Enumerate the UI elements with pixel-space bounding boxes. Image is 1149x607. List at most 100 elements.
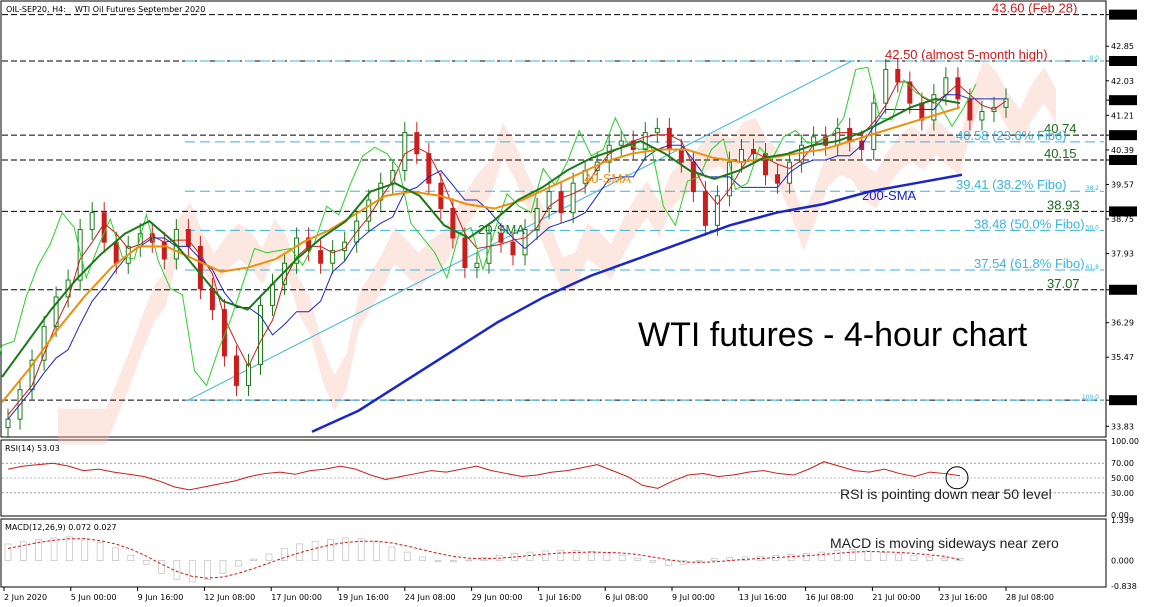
y-tick-label: 41.21 — [1111, 111, 1134, 120]
macd-hist-bar — [250, 558, 257, 561]
candle-body — [462, 237, 468, 268]
y-tick-label: 40.39 — [1111, 146, 1134, 155]
macd-hist-bar — [542, 550, 549, 561]
macd-hist-bar — [925, 556, 933, 561]
ma-label: 20-SMA — [478, 222, 525, 237]
macd-signal-line — [7, 538, 961, 579]
ichimoku-cloud — [58, 58, 1056, 445]
main-title: WTI futures - 4-hour chart — [638, 316, 1028, 354]
y-tick-label: 43.60 — [1111, 11, 1134, 20]
macd-hist-bar — [664, 560, 672, 566]
rsi-label: RSI(14) 53.03 — [5, 444, 60, 453]
candle-body — [642, 132, 648, 150]
y-tick-highlight — [1109, 206, 1137, 217]
sma200-line — [311, 173, 963, 433]
macd-note: MACD is moving sideways near zero — [830, 535, 1059, 551]
y-tick-label: 33.83 — [1111, 422, 1134, 431]
candle-body — [306, 237, 312, 252]
candle-body — [775, 174, 781, 184]
macd-label: MACD(12,26,9) 0.072 0.027 — [5, 523, 117, 532]
chikou-line — [0, 66, 977, 387]
level-annotation: 42.50 (almost 5-month high) — [885, 47, 1048, 62]
macd-hist-bar — [496, 554, 503, 561]
macd-hist-bar — [235, 560, 242, 567]
macd-hist-bar — [572, 550, 580, 561]
macd-hist-bar — [511, 553, 519, 561]
candle-body — [919, 102, 925, 121]
level-annotation: 37.54 (61.8% Fibo) — [974, 256, 1085, 271]
x-tick-label: 23 Jul 16:00 — [939, 593, 987, 602]
rsi-y-tick: 70.00 — [1111, 459, 1134, 468]
rsi-y-tick: 50.00 — [1111, 474, 1134, 483]
main-pane-frame — [0, 0, 1107, 438]
fibo-edge-label: 100.0 — [1082, 394, 1099, 401]
x-tick-label: 21 Jul 00:00 — [872, 593, 920, 602]
fibo-edge-label: 61.8 — [1086, 264, 1100, 271]
rsi-y-tick: 30.00 — [1111, 489, 1134, 498]
candle-body — [185, 229, 191, 247]
candle-body — [1003, 98, 1009, 108]
candle-body — [883, 68, 889, 104]
candle-body — [895, 68, 901, 83]
y-tick-label: 42.85 — [1111, 42, 1134, 51]
candle-body — [5, 418, 11, 429]
candle-body — [161, 241, 167, 260]
macd-hist-bar — [142, 560, 150, 565]
y-tick-label: 40.74 — [1111, 131, 1134, 140]
candle-body — [270, 283, 276, 306]
rsi-pane: 100.00 70.00 50.00 30.00 0.00 — [2, 437, 1139, 520]
x-tick-label: 29 Jun 00:00 — [472, 593, 523, 602]
macd-hist-bar — [849, 549, 856, 561]
candle-body — [546, 191, 552, 209]
y-tick-label: 35.47 — [1111, 353, 1134, 362]
candle-body — [89, 212, 95, 231]
x-tick-label: 28 Jul 08:00 — [1006, 593, 1054, 602]
sma50-line — [1, 106, 961, 403]
y-tick-highlight — [1109, 130, 1137, 141]
macd-hist-bar — [112, 547, 119, 561]
macd-hist-bar — [910, 554, 918, 561]
macd-hist-bar — [818, 551, 826, 561]
macd-hist-bar — [96, 542, 104, 561]
candle-body — [318, 250, 324, 264]
macd-hist-bar — [81, 538, 89, 561]
x-tick-label: 2 Jun 2020 — [4, 593, 47, 602]
candle-body — [738, 148, 744, 163]
candle-body — [570, 182, 576, 214]
candle-body — [450, 207, 456, 239]
candle-body — [402, 132, 408, 172]
candle-body — [618, 140, 624, 146]
level-annotation: 38.48 (50.0% Fibo) — [974, 216, 1085, 231]
macd-hist-bar — [327, 539, 334, 561]
macd-hist-bar — [588, 551, 595, 561]
macd-hist-bar — [20, 541, 27, 561]
level-annotation: 40.15 — [1044, 146, 1077, 161]
candle-body — [414, 132, 420, 155]
rsi-y-tick: 100.00 — [1111, 437, 1139, 446]
macd-hist-bar — [803, 553, 810, 561]
candle-body — [666, 127, 672, 150]
x-tick-label: 17 Jun 00:00 — [271, 593, 322, 602]
macd-hist-bar — [204, 560, 211, 580]
x-tick-label: 12 Jun 08:00 — [204, 593, 255, 602]
candle-body — [558, 191, 564, 214]
macd-hist-bar — [419, 556, 426, 561]
candle-body — [678, 148, 684, 163]
macd-y-tick: 1.339 — [1111, 516, 1134, 525]
fibo-edge-label: 0.0 — [1089, 55, 1099, 62]
macd-pane: 1.339 0.000 -0.838 — [4, 516, 1137, 591]
x-tick-label: 5 Jun 00:00 — [71, 593, 117, 602]
candle-body — [41, 325, 47, 361]
candle-body — [510, 241, 516, 256]
ma-label: 40-SMA — [584, 171, 631, 186]
candle-body — [702, 191, 708, 226]
y-tick-label: 40.15 — [1111, 156, 1134, 165]
sma20-line — [1, 97, 961, 378]
y-tick-highlight — [1109, 95, 1137, 106]
macd-hist-bar — [50, 537, 58, 561]
y-tick-highlight — [1109, 55, 1137, 66]
x-tick-label: 1 Jul 16:00 — [538, 593, 581, 602]
macd-hist-bar — [373, 541, 380, 561]
rsi-y-tick: 0.00 — [1111, 511, 1129, 520]
level-annotation: 43.60 (Feb 28) — [992, 1, 1077, 16]
